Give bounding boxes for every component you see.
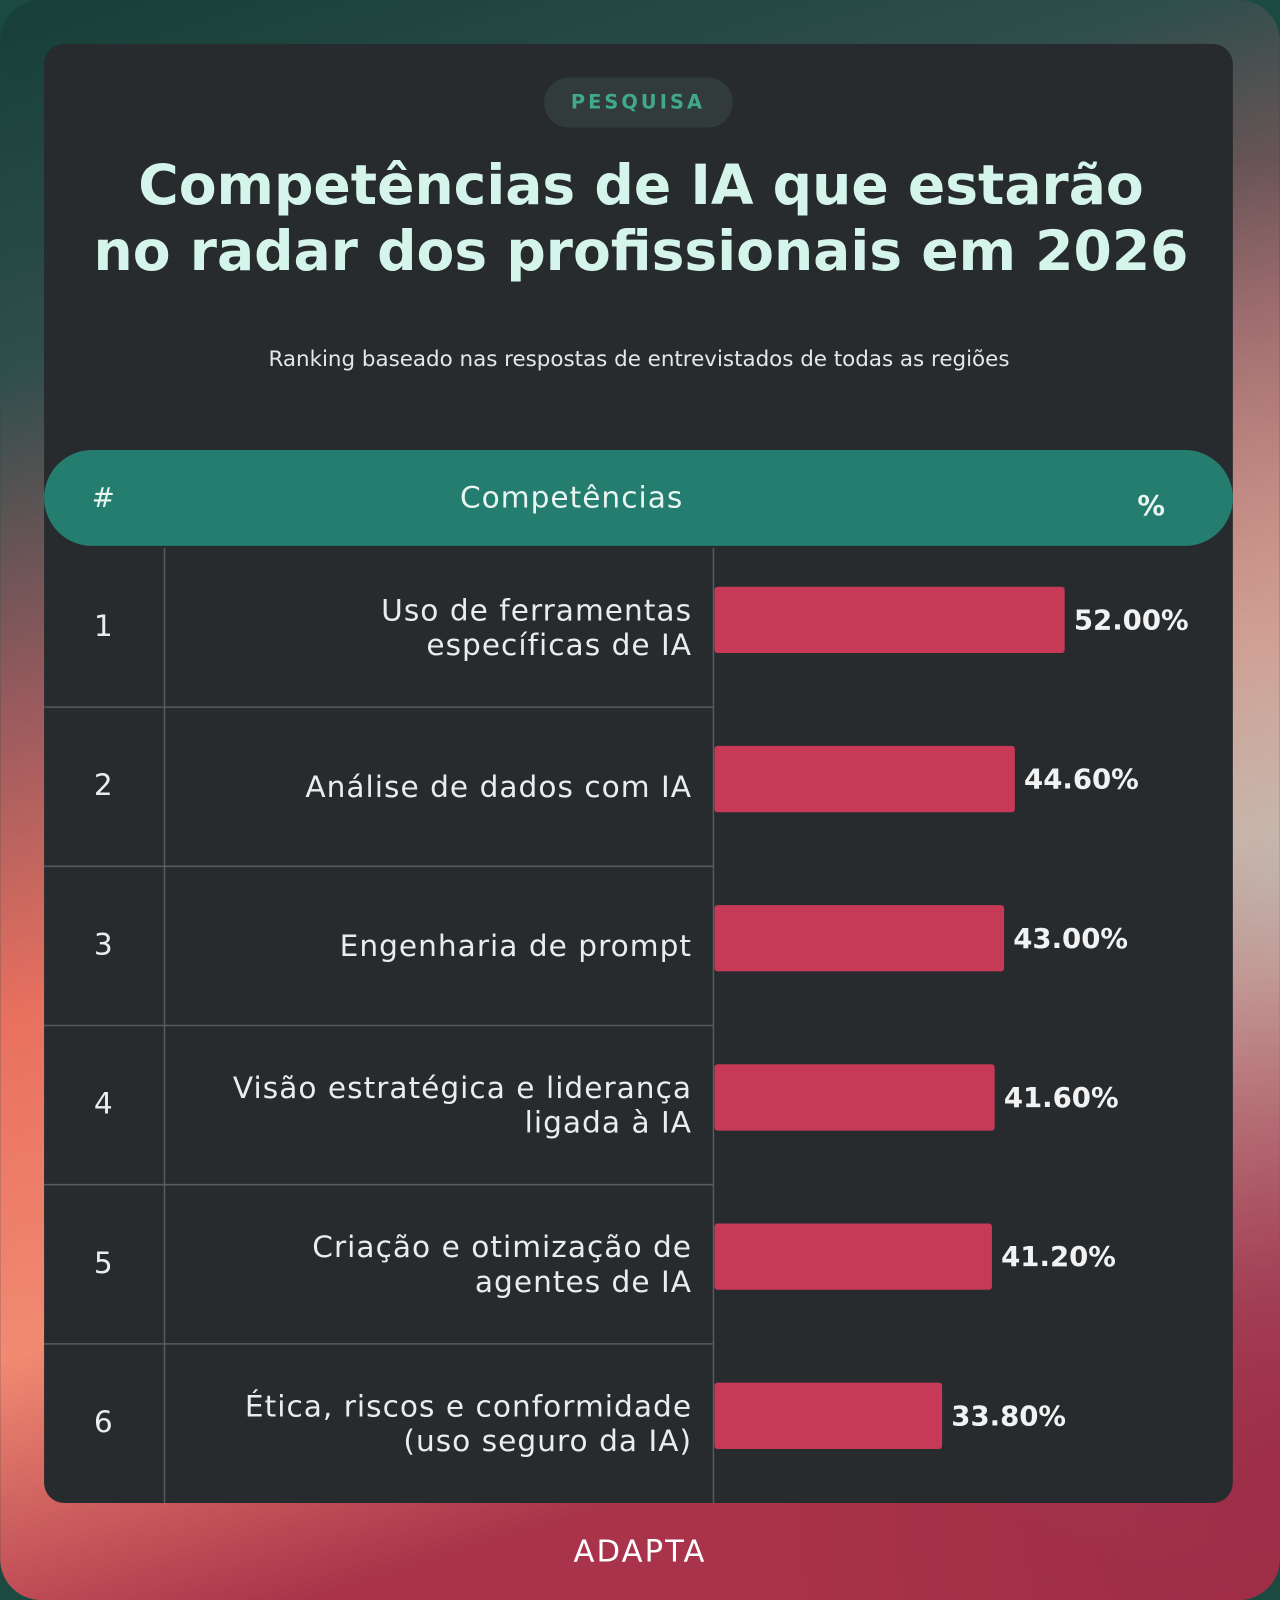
- rank: 1: [94, 609, 113, 643]
- value-label: 41.60%: [1004, 1082, 1119, 1114]
- category-box: Uso de ferramentas específicas de IA: [381, 592, 693, 663]
- category-label: Criação e otimização de agentes de IA: [312, 1229, 693, 1299]
- subtitle: Ranking baseado nas respostas de entrevi…: [268, 347, 1009, 372]
- category-box: Engenharia de prompt: [339, 928, 693, 964]
- value-label: 52.00%: [1074, 604, 1189, 636]
- value-label: 33.80%: [951, 1400, 1066, 1432]
- bar: [714, 745, 1015, 813]
- header-rank: #: [92, 482, 115, 514]
- category-label: Engenharia de prompt: [339, 928, 693, 964]
- category-box: Criação e otimização de agentes de IA: [312, 1229, 693, 1299]
- rank: 6: [94, 1405, 113, 1439]
- category-label: Uso de ferramentas específicas de IA: [381, 592, 693, 663]
- header-value: %: [1137, 490, 1165, 522]
- category-box: Visão estratégica e liderança ligada à I…: [232, 1070, 693, 1140]
- table-header: [44, 450, 1233, 546]
- bar: [714, 1064, 995, 1131]
- badge: [544, 77, 733, 128]
- rank: 3: [94, 927, 113, 961]
- category-box: Ética, riscos e conformidade (uso seguro…: [244, 1388, 693, 1459]
- category-label: Análise de dados com IA: [305, 769, 693, 805]
- brand: ADAPTA: [574, 1535, 707, 1570]
- value-label: 44.60%: [1024, 764, 1139, 796]
- header-label: Competências: [460, 480, 683, 514]
- chart-title: Competências de IA que estarão no radar d…: [94, 153, 1189, 283]
- bar: [714, 1382, 943, 1449]
- category-label: Visão estratégica e liderança ligada à I…: [232, 1070, 693, 1140]
- rank: 2: [94, 768, 113, 802]
- value-label: 43.00%: [1013, 923, 1128, 955]
- bar: [714, 905, 1005, 972]
- badge-text: PESQUISA: [571, 91, 705, 114]
- category-label: Ética, riscos e conformidade (uso seguro…: [244, 1388, 693, 1459]
- card: [44, 43, 1233, 1504]
- bar: [714, 1223, 992, 1290]
- rank: 5: [94, 1246, 113, 1280]
- bar: [714, 586, 1065, 654]
- category-box: Análise de dados com IA: [305, 769, 693, 805]
- rank: 4: [94, 1087, 113, 1121]
- value-label: 41.20%: [1001, 1241, 1116, 1273]
